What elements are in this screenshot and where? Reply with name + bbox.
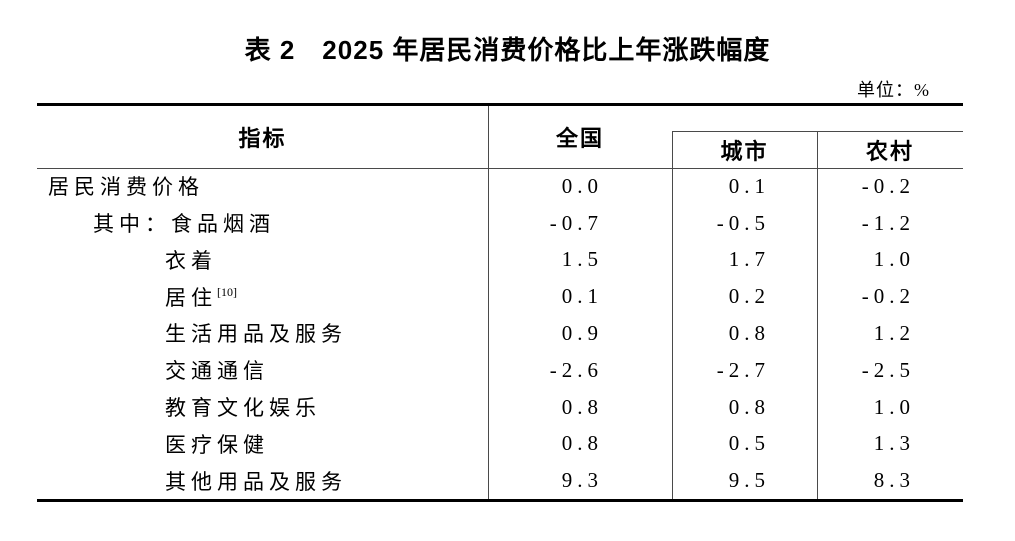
national-value: 0.8	[561, 431, 603, 456]
divider-indicator-national	[488, 106, 489, 499]
table-title: 表 2 2025 年居民消费价格比上年涨跌幅度	[244, 35, 771, 65]
table-row: 交通通信 -2.6 -2.7 -2.5	[37, 352, 963, 389]
indicator-cell: 交通通信	[165, 359, 269, 384]
table-row: 居民消费价格 0.0 0.1 -0.2	[37, 168, 963, 205]
national-value: 9.3	[561, 468, 603, 493]
urban-value: 1.7	[728, 247, 770, 272]
indicator-cell: 其中：食品烟酒	[93, 212, 275, 237]
urban-value: 0.5	[728, 431, 770, 456]
column-header-urban: 城市	[720, 138, 769, 164]
rural-value: -1.2	[861, 210, 915, 235]
table-row: 其中：食品烟酒 -0.7 -0.5 -1.2	[37, 205, 963, 242]
price-change-table: 指标 全国 城市 农村 居民消费价格 0.0 0.1 -0.2 其中：食品烟酒 …	[37, 103, 963, 502]
table-row: 生活用品及服务 0.9 0.8 1.2	[37, 315, 963, 352]
rural-value: 1.2	[873, 320, 915, 345]
table-body: 居民消费价格 0.0 0.1 -0.2 其中：食品烟酒 -0.7 -0.5 -1…	[37, 168, 963, 499]
table-row: 其他用品及服务 9.3 9.5 8.3	[37, 462, 963, 499]
national-value: 1.5	[561, 247, 603, 272]
urban-value: 0.2	[728, 284, 770, 309]
footnote-ref: [10]	[217, 284, 237, 299]
national-value: 0.0	[561, 173, 603, 198]
unit-label: 单位：%	[857, 80, 930, 100]
table-row: 教育文化娱乐 0.8 0.8 1.0	[37, 389, 963, 426]
rural-value: 1.0	[873, 394, 915, 419]
subheader-top-rule	[672, 131, 963, 132]
urban-value: -0.5	[716, 210, 770, 235]
table-row: 居住[10] 0.1 0.2 -0.2	[37, 278, 963, 315]
urban-value: 9.5	[728, 468, 770, 493]
national-value: 0.8	[561, 394, 603, 419]
indicator-cell: 教育文化娱乐	[165, 396, 321, 421]
indicator-cell: 生活用品及服务	[165, 322, 347, 347]
urban-value: 0.1	[728, 173, 770, 198]
divider-urban-rural	[817, 131, 818, 499]
column-header-national: 全国	[555, 126, 604, 151]
indicator-cell: 衣着	[165, 248, 217, 273]
national-value: 0.9	[561, 320, 603, 345]
table-row: 医疗保健 0.8 0.5 1.3	[37, 425, 963, 462]
urban-value: 0.8	[728, 394, 770, 419]
urban-value: 0.8	[728, 320, 770, 345]
rural-value: 8.3	[873, 468, 915, 493]
national-value: 0.1	[561, 284, 603, 309]
column-header-indicator: 指标	[238, 126, 287, 151]
rural-value: 1.0	[873, 247, 915, 272]
divider-national-urban	[672, 131, 673, 499]
table-row: 衣着 1.5 1.7 1.0	[37, 242, 963, 279]
header-bottom-rule	[37, 168, 963, 169]
indicator-cell: 居住[10]	[165, 284, 237, 310]
rural-value: -2.5	[861, 357, 915, 382]
column-header-rural: 农村	[865, 138, 914, 164]
indicator-cell: 居民消费价格	[48, 175, 204, 200]
rural-value: -0.2	[861, 173, 915, 198]
national-value: -0.7	[549, 210, 603, 235]
urban-value: -2.7	[716, 357, 770, 382]
rural-value: 1.3	[873, 431, 915, 456]
national-value: -2.6	[549, 357, 603, 382]
indicator-cell: 医疗保健	[165, 432, 269, 457]
rural-value: -0.2	[861, 284, 915, 309]
indicator-cell: 其他用品及服务	[165, 469, 347, 494]
